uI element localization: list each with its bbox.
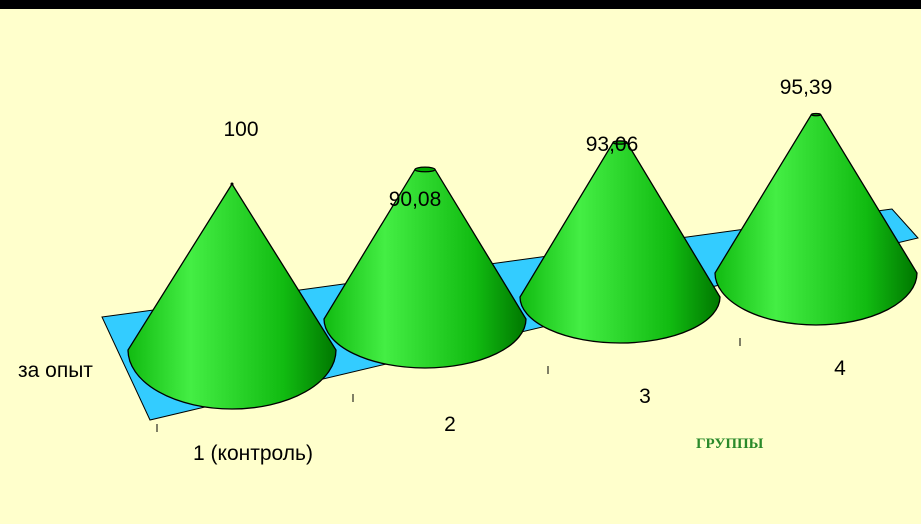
cone-top: [414, 166, 436, 173]
category-label: 3: [639, 385, 651, 408]
category-label: 4: [834, 357, 846, 380]
category-labels: 1 (контроль) 2 3 4: [193, 357, 846, 465]
cone-top: [810, 112, 822, 117]
cone-bar: [323, 166, 527, 369]
cone-top: [612, 140, 628, 145]
data-label: 100: [223, 118, 258, 141]
cone-bars: [127, 112, 918, 410]
cone-bar: [127, 182, 337, 410]
cone-bar: [714, 112, 918, 326]
category-label: 1 (контроль): [193, 442, 313, 465]
category-label: 2: [444, 413, 456, 436]
cone-body: [127, 182, 337, 410]
data-label: 95,39: [780, 76, 833, 99]
x-axis-title: ГРУППЫ: [696, 436, 764, 452]
cone-bar: [519, 140, 721, 344]
cone-body: [519, 141, 721, 344]
top-bar: [0, 0, 921, 9]
series-axis-label: за опыт: [18, 359, 93, 382]
axis-ticks: [156, 338, 741, 432]
cone-body: [714, 114, 918, 326]
data-label: 90,08: [389, 188, 442, 211]
cone-body: [323, 168, 527, 369]
data-labels: 100 90,08 93,06 95,39: [223, 76, 832, 211]
data-label: 93,06: [586, 133, 639, 156]
cone-apex: [230, 182, 234, 186]
